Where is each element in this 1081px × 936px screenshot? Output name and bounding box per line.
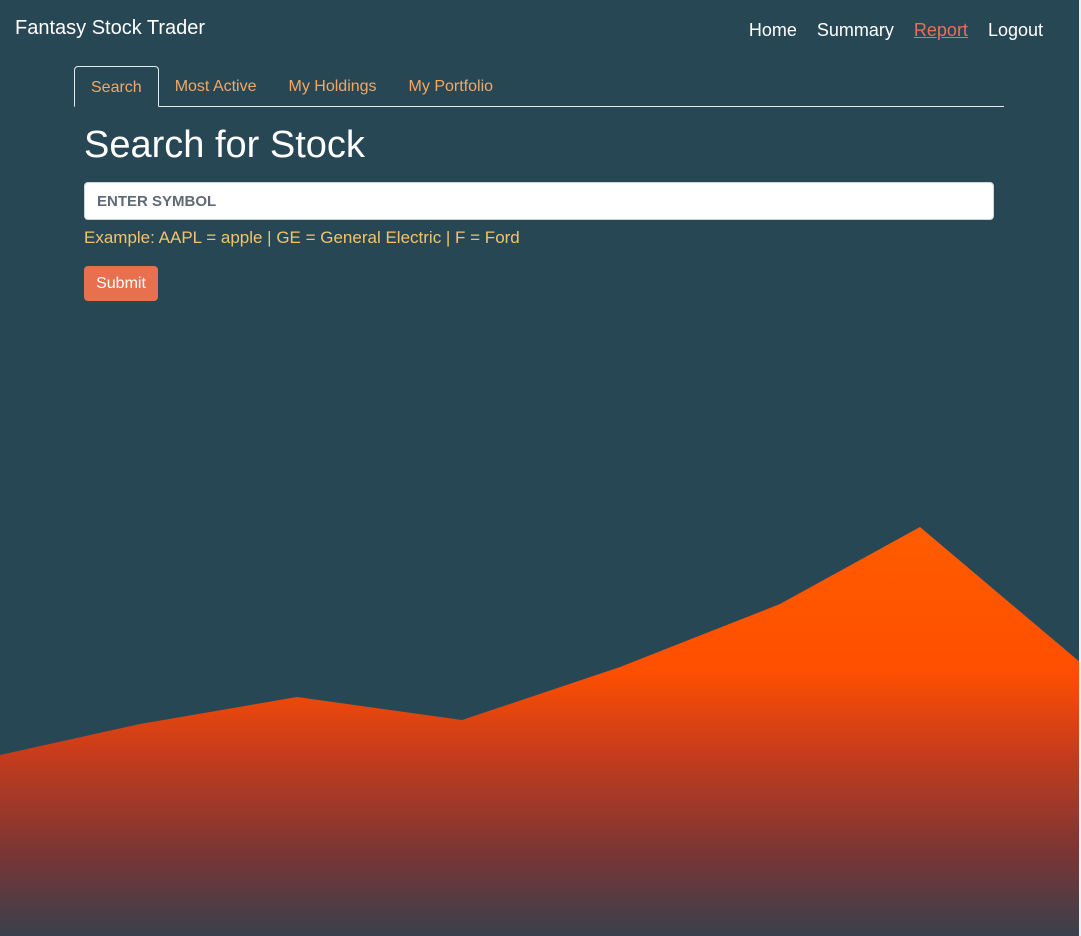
tab-my-portfolio[interactable]: My Portfolio	[408, 78, 494, 95]
tab-bar: Search Most Active My Holdings My Portfo…	[74, 66, 1004, 107]
mountain-shape	[0, 527, 1081, 936]
nav-report-link[interactable]: Report	[913, 20, 968, 40]
nav-summary-link[interactable]: Summary	[816, 20, 894, 40]
window-edge	[1079, 0, 1081, 936]
page-title: Search for Stock	[84, 124, 365, 166]
submit-button[interactable]: Submit	[84, 266, 158, 301]
top-navigation: Home Summary Report Logout	[749, 20, 1043, 41]
nav-home-link[interactable]: Home	[748, 20, 797, 40]
tab-most-active[interactable]: Most Active	[174, 78, 257, 95]
nav-logout-link[interactable]: Logout	[987, 20, 1043, 40]
brand-logo[interactable]: Fantasy Stock Trader	[15, 17, 206, 39]
tab-my-holdings[interactable]: My Holdings	[288, 78, 377, 95]
symbol-search-input[interactable]	[84, 182, 994, 220]
tab-search[interactable]: Search	[74, 66, 159, 107]
example-hint-text: Example: AAPL = apple | GE = General Ele…	[84, 228, 520, 247]
